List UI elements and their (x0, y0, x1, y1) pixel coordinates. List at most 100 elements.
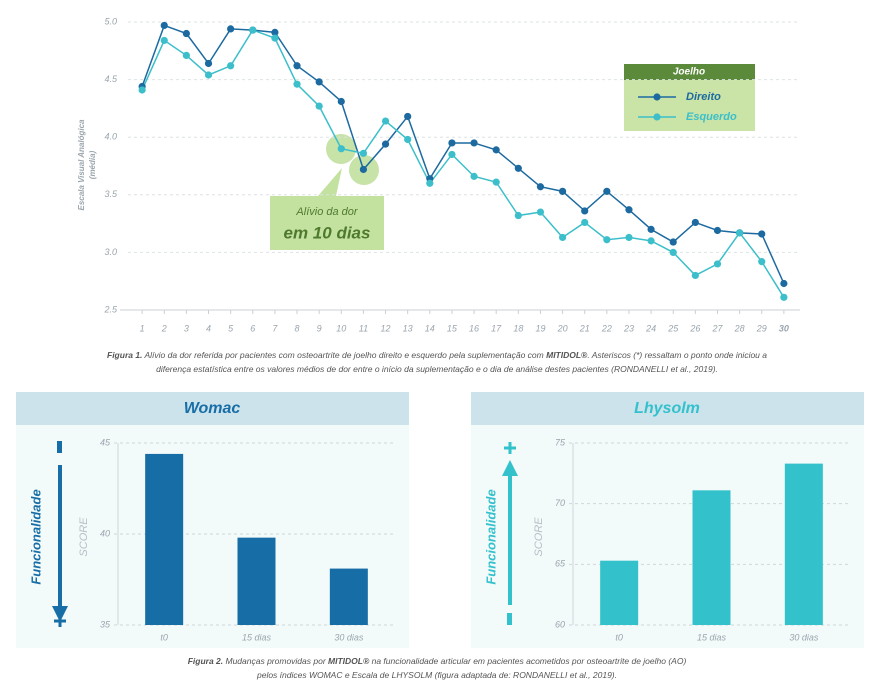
x-tick-label: 28 (734, 323, 745, 333)
caption-part: Alívio da dor referida por pacientes com… (142, 350, 546, 360)
point (271, 34, 279, 42)
point (315, 78, 323, 86)
point (669, 238, 677, 246)
x-tick-label: 5 (228, 323, 234, 333)
x-tick-label: 30 dias (789, 632, 819, 642)
legend-label: Esquerdo (686, 111, 737, 123)
x-tick-label: 16 (469, 323, 479, 333)
y-tick-label: 3.0 (104, 247, 117, 257)
point (293, 80, 301, 88)
point (713, 260, 722, 268)
point (492, 178, 500, 186)
y-axis-label: SCORE (78, 517, 90, 557)
point (758, 230, 766, 238)
point (536, 208, 545, 216)
legend-title: Joelho (673, 67, 705, 78)
y-tick-label: 4.0 (104, 132, 117, 142)
point (736, 229, 744, 237)
x-tick-label: 13 (403, 323, 413, 333)
point (315, 102, 323, 110)
bar (692, 490, 731, 625)
side-label: Funcionalidade (28, 489, 43, 584)
plus-sign (54, 615, 66, 627)
point (647, 225, 655, 233)
arrow-head (502, 460, 518, 476)
x-tick-label: 4 (206, 323, 211, 333)
y-axis-label: Escala Visual Analógica (77, 119, 86, 211)
point (381, 117, 390, 125)
x-tick-label: 15 dias (697, 632, 727, 642)
x-tick-label: 24 (645, 323, 656, 333)
bar (237, 537, 276, 625)
x-tick-label: 18 (513, 323, 523, 333)
x-tick-label: t0 (160, 632, 168, 642)
point (758, 258, 766, 266)
bar (784, 463, 823, 625)
x-tick-label: 27 (711, 323, 723, 333)
point (603, 236, 611, 244)
point (470, 139, 478, 147)
x-tick-label: 19 (535, 323, 545, 333)
point (182, 29, 190, 38)
panel-header (16, 392, 409, 425)
x-tick-label: 22 (601, 323, 612, 333)
bar (600, 560, 639, 625)
x-tick-label: 30 (779, 323, 789, 333)
caption: diferença estatística entre os valores m… (156, 364, 718, 374)
point (204, 59, 213, 68)
x-tick-label: 2 (161, 323, 167, 333)
point (558, 233, 567, 242)
plus-sign (504, 442, 516, 454)
point (625, 233, 633, 242)
x-tick-label: 9 (317, 323, 322, 333)
x-tick-label: 17 (491, 323, 502, 333)
caption-part: Mudanças promovidas por (223, 656, 328, 666)
series-line (141, 24, 785, 284)
point (669, 248, 677, 256)
x-tick-label: 3 (184, 323, 189, 333)
y-tick-label: 70 (555, 498, 565, 508)
point (160, 21, 168, 30)
point (448, 139, 456, 147)
caption-part: MITIDOL® (328, 656, 370, 666)
point (581, 218, 589, 227)
caption-part: na funcionalidade articular em pacientes… (369, 656, 686, 666)
y-tick-label: 35 (100, 619, 111, 629)
minus-sign (507, 613, 512, 625)
caption-part: MITIDOL® (546, 350, 588, 360)
point (381, 140, 390, 148)
point (581, 207, 589, 215)
panel-title: Lhysolm (634, 400, 700, 417)
x-tick-label: t0 (615, 632, 623, 642)
series-line (141, 29, 785, 298)
panel-title: Womac (184, 400, 241, 417)
point (337, 97, 345, 106)
y-tick-label: 5.0 (104, 16, 117, 26)
point (271, 28, 279, 36)
caption-part: pelos índices WOMAC e Escala de LHYSOLM … (256, 670, 617, 680)
legend-label: Direito (686, 91, 721, 103)
bar (329, 568, 368, 625)
x-tick-label: 15 dias (242, 632, 272, 642)
point (359, 165, 368, 174)
point (470, 172, 478, 180)
caption: pelos índices WOMAC e Escala de LHYSOLM … (256, 670, 617, 680)
legend-swatch (653, 113, 661, 121)
point (780, 293, 788, 301)
point (359, 149, 368, 157)
x-tick-label: 26 (689, 323, 700, 333)
point (138, 86, 146, 94)
y-tick-label: 4.5 (104, 74, 118, 84)
x-tick-label: 11 (359, 323, 368, 333)
point (514, 164, 522, 172)
x-tick-label: 15 (447, 323, 458, 333)
x-tick-label: 6 (250, 323, 255, 333)
x-tick-label: 7 (272, 323, 278, 333)
x-tick-label: 14 (425, 323, 435, 333)
x-tick-label: 29 (756, 323, 767, 333)
point (337, 145, 345, 153)
x-tick-label: 30 dias (334, 632, 364, 642)
point (691, 218, 699, 227)
caption: Figura 1. Alívio da dor referida por pac… (107, 350, 767, 360)
